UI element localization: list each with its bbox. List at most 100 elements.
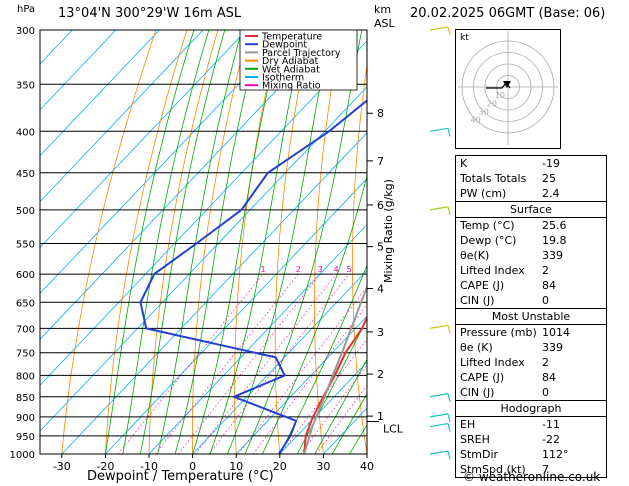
hodograph-row-value: 112° [542,448,569,461]
mixing-ratio-line [195,273,337,454]
most-unstable-row-value: 0 [542,386,549,399]
surface-title: Surface [456,201,606,218]
pressure-tick-label: 550 [16,239,35,250]
mixing-ratio-labels: 1 2 3 4 5 8 10 15 20 25 [260,265,455,274]
x-axis-title: Dewpoint / Temperature (°C) [87,469,274,484]
pw-value: 2.4 [542,187,560,200]
isotherm-line [192,269,367,454]
pw-label: PW (cm) [460,187,507,200]
tt-value: 25 [542,172,556,185]
wind-barb-flag [447,26,451,36]
pressure-tick-label: 500 [16,206,35,217]
k-label: K [460,157,468,170]
legend-label: Wet Adiabat [262,64,320,75]
legend-label: Parcel Trajectory [262,48,341,59]
dry-adiabat-line [61,30,157,454]
hodograph-row-value: 7 [542,463,549,476]
x-tick-label: -20 [96,460,114,473]
most-unstable-row: θe (K) 339 [456,340,606,355]
isotherm-line [40,40,367,386]
isotherm-line [235,315,367,454]
surface-row-label: CIN (J) [460,294,495,307]
wind-barb-flag [447,128,451,137]
isotherm-line [279,361,367,454]
pressure-axis: 300 350 400 450 500 550 600 650 700 750 800 850 900 9… [10,26,35,461]
surface-row: CIN (J) 0 [456,293,606,308]
surface-row-label: Dewp (°C) [460,234,517,247]
surface-row-value: 19.8 [542,234,567,247]
surface-rows: Temp (°C) 25.6 Dewp (°C) 19.8 θe(K) 339 Lifted… [456,218,606,308]
hodograph-row: EH -11 [456,417,606,432]
isotherm-line [40,30,204,203]
asl-label: ASL [374,17,395,30]
km-tick-label: 8 [377,107,384,120]
pressure-tick-label: 450 [16,169,35,180]
surface-row-label: CAPE (J) [460,279,505,292]
tt-label: Totals Totals [460,172,527,185]
mixing-ratio-label: 5 [346,265,351,274]
mixing-ratio-label: 8 [374,265,379,274]
most-unstable-row-label: Pressure (mb) [460,326,537,339]
mixing-ratio-line [154,273,299,454]
km-tick-label: 3 [377,326,384,339]
temperature-line [303,315,367,454]
storm-motion-marker [503,81,511,88]
km-tick-label: 4 [377,282,384,295]
surface-row-value: 339 [542,249,563,262]
x-tick-label: 20 [273,460,287,473]
wet-adiabat-line [331,393,367,454]
hodograph-rows: EH -11 SREH -22 StmDir 112° StmSpd (kt) 7 [456,417,606,477]
hpa-label: hPa [17,4,36,15]
km-tick-label: 6 [377,199,384,212]
mixing-ratio-label: 15 [411,265,421,274]
most-unstable-row: CIN (J) 0 [456,385,606,400]
isotherm-line [40,86,367,432]
hodograph-row: SREH -22 [456,432,606,447]
pressure-tick-label: 700 [16,324,35,335]
km-tick-label: 5 [377,241,384,254]
credit-text: © weatheronline.co.uk [463,470,601,484]
isotherm-line [40,30,117,111]
parcel-trajectory-line [303,284,367,454]
most-unstable-row-label: Lifted Index [460,356,525,369]
wind-barb-shaft [429,127,449,132]
km-tick-label: 1 [377,410,384,423]
surface-row: CAPE (J) 84 [456,278,606,293]
x-tick-label: 0 [189,460,196,473]
hodograph-ring-label: 30 [479,108,489,117]
legend-box [239,29,358,91]
mixing-ratio-label: 1 [260,265,265,274]
mixing-ratio-axis-title: Mixing Ratio (g/kg) [382,179,395,283]
most-unstable-title: Most Unstable [456,308,606,325]
wind-barb-shaft [429,393,449,398]
wind-barb-shaft [429,324,449,329]
k-value: -19 [542,157,560,170]
mixing-ratio-label: 25 [445,265,455,274]
wet-adiabat-line [244,30,363,454]
x-tick-label: 10 [229,460,243,473]
legend-label: Dry Adiabat [262,56,319,67]
wind-barb-flag [447,423,451,432]
pressure-tick-label: 1000 [10,450,35,461]
wet-adiabat-line [139,30,226,454]
pressure-tick-label: 300 [16,26,35,37]
pressure-tick-label: 800 [16,371,35,382]
plot-frame [39,29,368,455]
surface-row-value: 0 [542,294,549,307]
isotherm-line [40,30,291,294]
hodograph-row-label: StmSpd (kt) [460,463,526,476]
most-unstable-row-value: 2 [542,356,549,369]
dry-adiabat-line [425,30,454,454]
wind-barb-flag [447,450,451,460]
surface-row: Dewp (°C) 19.8 [456,233,606,248]
x-tick-label: 30 [316,460,330,473]
location-text: 13°04'N 300°29'W 16m ASL [58,6,242,21]
surface-row: Lifted Index 2 [456,263,606,278]
hodograph-ring-label: 40 [471,116,481,125]
surface-row-label: Temp (°C) [460,219,515,232]
dewpoint-line [139,99,367,454]
most-unstable-row: Lifted Index 2 [456,355,606,370]
most-unstable-rows: Pressure (mb) 1014 θe (K) 339 Lifted Index 2 C… [456,325,606,400]
mixing-ratio-label: 20 [430,265,440,274]
wind-barb-flag [447,325,451,334]
